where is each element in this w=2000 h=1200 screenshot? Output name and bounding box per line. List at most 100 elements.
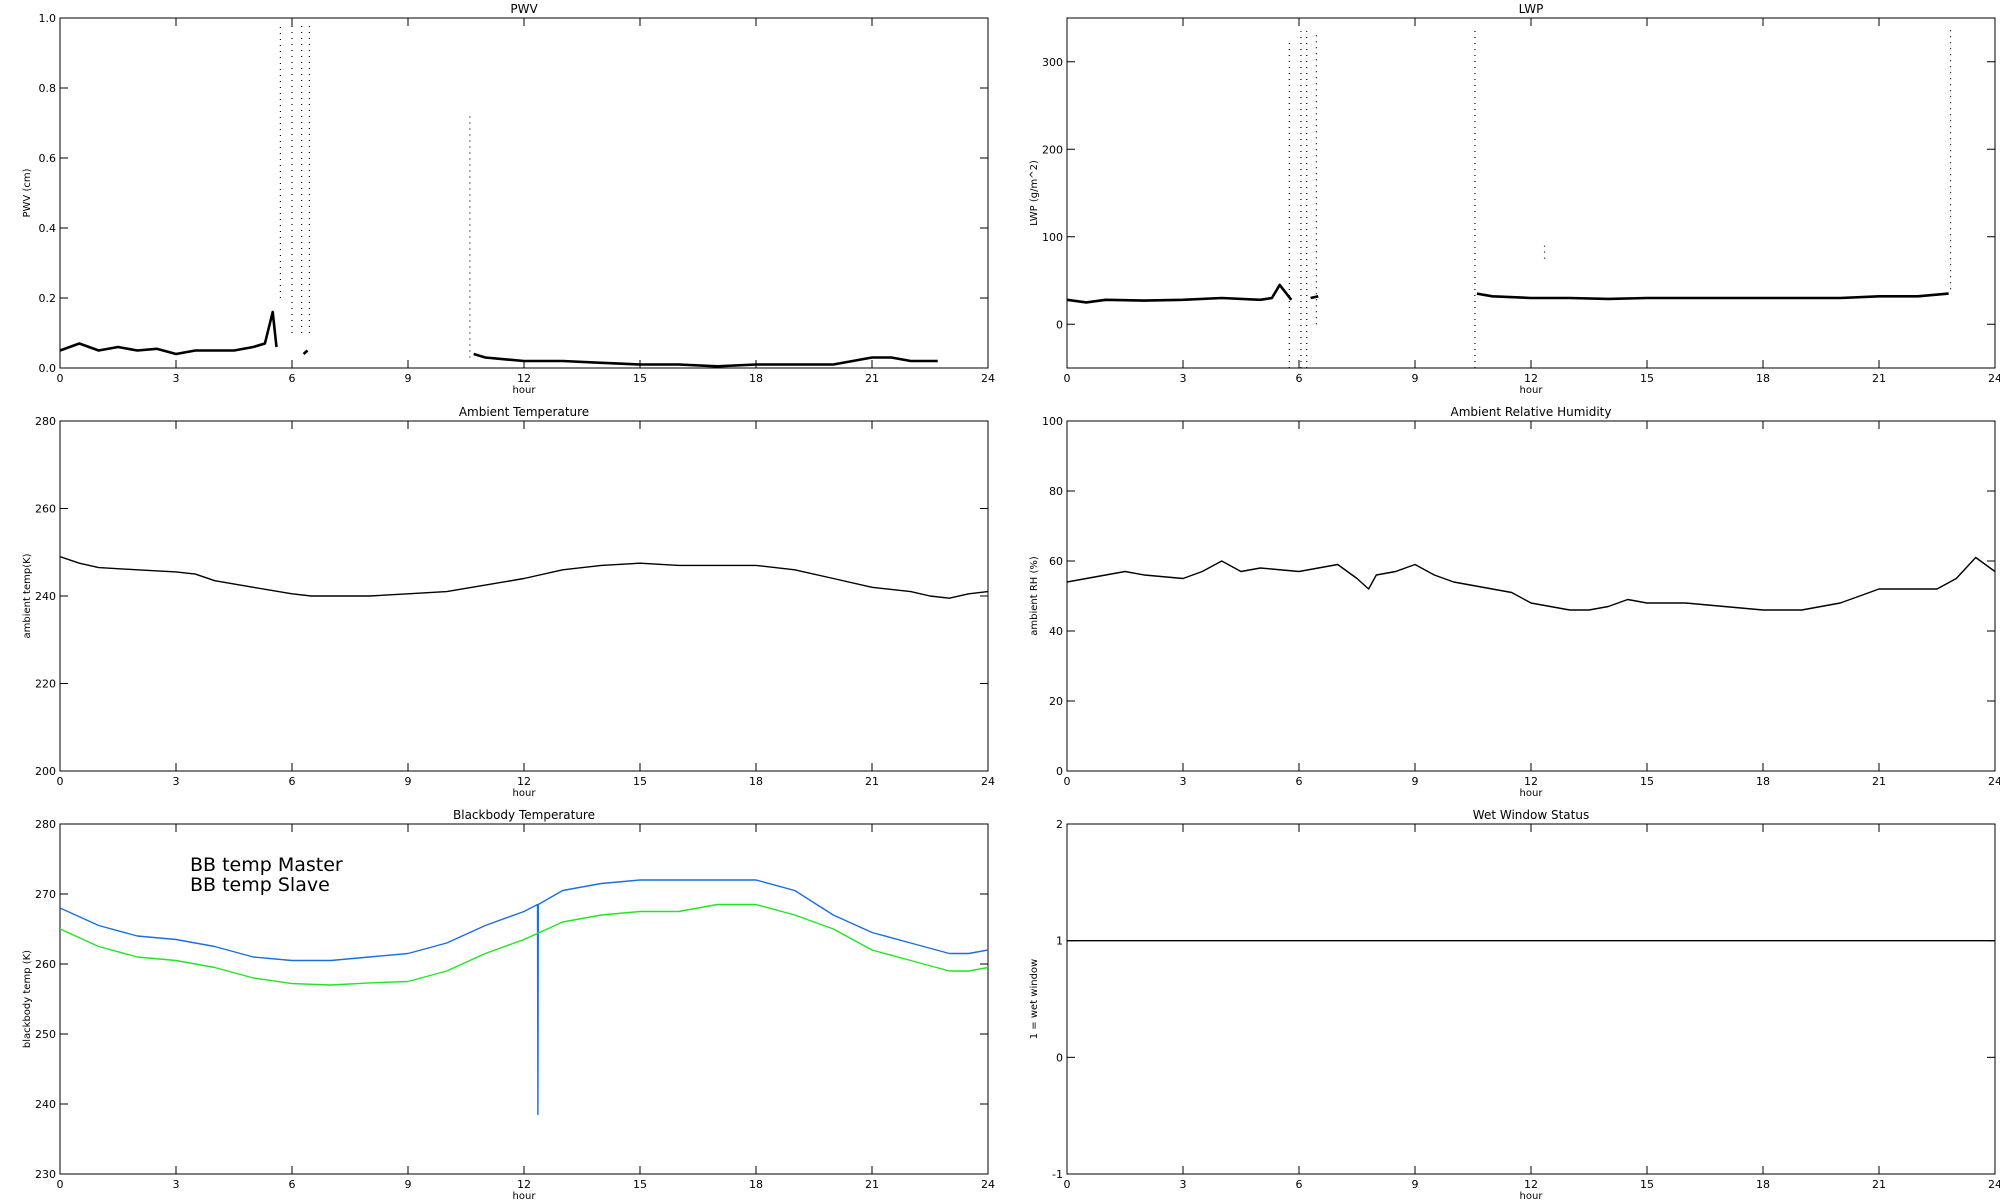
x-tick-label: 0 <box>1064 1178 1071 1191</box>
y-tick-label: 260 <box>35 503 56 516</box>
y-tick-label: 40 <box>1049 625 1063 638</box>
x-tick-label: 9 <box>1412 372 1419 385</box>
y-axis-label: blackbody temp (K) <box>22 950 33 1048</box>
chart-title: Ambient Relative Humidity <box>1451 405 1612 419</box>
y-tick-label: 0.6 <box>39 152 57 165</box>
x-tick-label: 6 <box>289 775 296 788</box>
x-tick-label: 21 <box>865 775 879 788</box>
chart-title: Ambient Temperature <box>459 405 589 419</box>
x-tick-label: 3 <box>1180 1178 1187 1191</box>
y-tick-label: 300 <box>1042 56 1063 69</box>
y-tick-label: 280 <box>35 415 56 428</box>
x-tick-label: 12 <box>517 1178 531 1191</box>
chart-title: LWP <box>1519 2 1544 16</box>
data-layer <box>1067 556 1995 611</box>
series-line-2 <box>1310 295 1319 300</box>
x-tick-label: 9 <box>405 775 412 788</box>
y-tick-label: 0.4 <box>39 222 57 235</box>
y-tick-label: 20 <box>1049 695 1063 708</box>
x-tick-label: 6 <box>1296 775 1303 788</box>
chart-title: Wet Window Status <box>1473 808 1589 822</box>
x-tick-label: 15 <box>1640 1178 1654 1191</box>
legend-entry: BB temp Master <box>190 854 343 876</box>
x-tick-label: 6 <box>1296 372 1303 385</box>
y-tick-label: 200 <box>1042 143 1063 156</box>
x-tick-label: 18 <box>1756 372 1770 385</box>
y-tick-label: 250 <box>35 1028 56 1041</box>
y-tick-label: 220 <box>35 678 56 691</box>
chart-title: PWV <box>510 2 538 16</box>
data-layer <box>60 555 988 599</box>
series-line-1 <box>60 310 278 356</box>
y-tick-label: 200 <box>35 765 56 778</box>
chart-title: Blackbody Temperature <box>453 808 595 822</box>
y-axis-label: ambient RH (%) <box>1029 556 1040 636</box>
x-tick-label: 15 <box>633 775 647 788</box>
y-tick-label: 0 <box>1056 1051 1063 1064</box>
x-tick-label: 24 <box>1988 775 2000 788</box>
x-tick-label: 12 <box>1524 775 1538 788</box>
x-tick-label: 18 <box>749 775 763 788</box>
y-tick-label: 260 <box>35 958 56 971</box>
x-tick-label: 0 <box>57 1178 64 1191</box>
panel-5: Blackbody Temperature 0 3 6 9 12 15 18 21 24 230 24… <box>22 808 995 1200</box>
series-line-1 <box>1067 556 1995 611</box>
legend-entry: BB temp Slave <box>190 874 330 896</box>
x-tick-label: 9 <box>405 372 412 385</box>
x-tick-label: 9 <box>405 1178 412 1191</box>
x-tick-label: 21 <box>1872 775 1886 788</box>
y-tick-label: 1.0 <box>39 12 57 25</box>
data-layer <box>60 25 938 368</box>
x-tick-label: 0 <box>57 372 64 385</box>
y-tick-label: 230 <box>35 1168 56 1181</box>
plot-frame <box>59 420 989 772</box>
panel-4: Ambient Relative Humidity 0 3 6 9 12 15 18 21 24 0… <box>1029 405 2000 799</box>
y-tick-label: 0 <box>1056 318 1063 331</box>
series-line-2 <box>302 349 309 355</box>
y-tick-label: 0.2 <box>39 292 57 305</box>
x-tick-label: 24 <box>981 775 995 788</box>
x-tick-label: 3 <box>173 372 180 385</box>
x-tick-label: 9 <box>1412 1178 1419 1191</box>
plot-frame <box>1066 17 1996 369</box>
y-tick-label: 0.0 <box>39 362 57 375</box>
x-tick-label: 18 <box>749 372 763 385</box>
y-tick-label: 0 <box>1056 765 1063 778</box>
x-tick-label: 24 <box>981 372 995 385</box>
y-tick-label: 80 <box>1049 485 1063 498</box>
x-tick-label: 21 <box>1872 372 1886 385</box>
panel-3: Ambient Temperature 0 3 6 9 12 15 18 21 24 200 220 2… <box>22 405 995 799</box>
panel-2: LWP 0 3 6 9 12 15 18 21 24 0 100 200 300 hour LWP (g/m^… <box>1029 2 2000 396</box>
x-tick-label: 15 <box>633 1178 647 1191</box>
y-tick-label: 100 <box>1042 415 1063 428</box>
y-axis-label: 1 = wet window <box>1029 959 1040 1039</box>
y-tick-label: -1 <box>1052 1168 1063 1181</box>
x-axis-label: hour <box>1520 1191 1544 1200</box>
x-tick-label: 24 <box>1988 1178 2000 1191</box>
y-axis-label: ambient temp(K) <box>22 553 33 638</box>
x-axis-label: hour <box>1520 385 1544 396</box>
series-line-1 <box>1067 283 1293 304</box>
x-tick-label: 3 <box>1180 372 1187 385</box>
x-tick-label: 3 <box>1180 775 1187 788</box>
y-tick-label: 100 <box>1042 231 1063 244</box>
x-tick-label: 21 <box>865 372 879 385</box>
x-tick-label: 9 <box>1412 775 1419 788</box>
x-axis-label: hour <box>513 1191 537 1200</box>
y-tick-label: 1 <box>1056 935 1063 948</box>
panel-1: PWV 0 3 6 9 12 15 18 21 24 0.0 0.2 0.4 0.6 0.8 1.0 hour P… <box>22 2 995 396</box>
x-tick-label: 6 <box>289 1178 296 1191</box>
y-tick-label: 240 <box>35 590 56 603</box>
x-tick-label: 21 <box>1872 1178 1886 1191</box>
x-tick-label: 18 <box>1756 775 1770 788</box>
y-tick-label: 2 <box>1056 818 1063 831</box>
plot-frame <box>1066 420 1996 772</box>
x-axis-label: hour <box>513 788 537 799</box>
x-tick-label: 18 <box>1756 1178 1770 1191</box>
plot-frame <box>1066 823 1996 1175</box>
x-tick-label: 15 <box>1640 775 1654 788</box>
y-axis-label: PWV (cm) <box>22 168 33 217</box>
series-line-2 <box>60 903 988 986</box>
